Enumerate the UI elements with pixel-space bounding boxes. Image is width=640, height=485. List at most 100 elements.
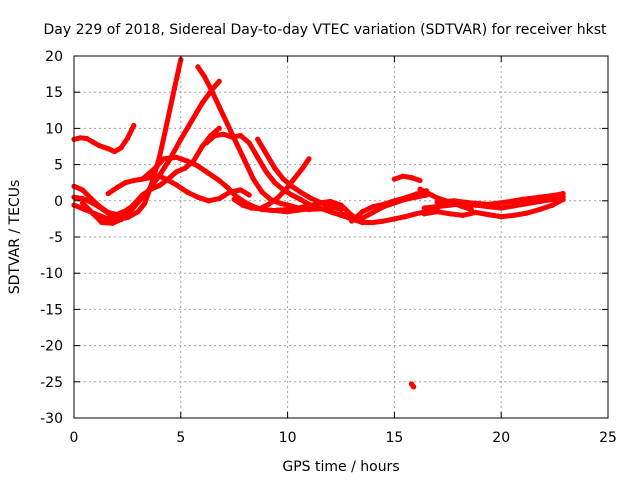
data-point	[248, 205, 254, 211]
data-point	[233, 140, 239, 146]
data-point	[225, 122, 231, 128]
data-point	[421, 211, 427, 217]
data-point	[240, 202, 246, 208]
data-point	[265, 201, 271, 208]
data-point	[391, 216, 397, 222]
data-point	[99, 219, 105, 226]
data-point	[105, 146, 111, 152]
x-tick-label: 15	[385, 430, 403, 446]
data-point	[306, 194, 312, 200]
data-point	[447, 211, 453, 217]
data-point	[434, 203, 440, 210]
data-point	[90, 211, 96, 217]
data-point	[139, 176, 145, 182]
data-point	[381, 218, 387, 224]
data-point	[421, 205, 427, 211]
data-point	[216, 78, 222, 84]
data-point	[391, 176, 397, 182]
data-point	[370, 209, 376, 215]
data-point	[411, 384, 417, 390]
series-arc-6	[105, 173, 252, 204]
data-point	[163, 125, 169, 131]
data-point	[381, 201, 387, 208]
data-point	[297, 196, 304, 202]
x-tick-label: 5	[176, 430, 185, 446]
data-point	[156, 173, 163, 179]
data-point	[272, 180, 278, 186]
data-point	[267, 207, 274, 213]
data-point	[447, 202, 453, 208]
data-point	[417, 177, 423, 184]
data-point	[135, 199, 141, 205]
data-point	[524, 210, 530, 216]
data-point	[370, 219, 376, 226]
data-point	[216, 177, 222, 184]
data-point	[203, 140, 210, 146]
data-point	[195, 163, 201, 169]
data-point	[84, 135, 90, 142]
data-point	[560, 190, 566, 197]
data-point	[502, 199, 509, 205]
ticks: 0 5 10 15 20 25 -30 -25 -20 -15 -10 -5 0 5 10 15 20	[40, 49, 617, 446]
x-tick-label: 25	[599, 430, 617, 446]
data-point	[208, 85, 214, 92]
data-point	[195, 64, 201, 70]
data-point	[238, 187, 244, 193]
y-tick-label: -15	[40, 302, 63, 318]
data-point	[434, 209, 440, 215]
data-point	[195, 194, 201, 200]
data-point	[511, 203, 517, 209]
data-point	[242, 158, 248, 164]
data-point	[370, 203, 376, 210]
data-point	[152, 165, 158, 171]
data-point	[122, 180, 128, 186]
data-point	[282, 187, 289, 193]
data-point	[124, 135, 130, 142]
x-tick-label: 10	[279, 430, 297, 446]
data-point	[359, 219, 365, 226]
data-point	[114, 185, 120, 191]
data-point	[413, 211, 419, 217]
data-point	[126, 209, 133, 215]
data-point	[327, 203, 333, 210]
data-point	[537, 206, 543, 213]
y-tick-label: 10	[45, 121, 63, 137]
data-point	[299, 165, 306, 171]
data-point	[229, 134, 235, 140]
data-point	[231, 196, 237, 202]
chart-title: Day 229 of 2018, Sidereal Day-to-day VTE…	[44, 22, 607, 38]
data-point	[216, 125, 222, 131]
data-point	[402, 214, 408, 220]
y-tick-label: -10	[40, 266, 63, 282]
grid	[74, 56, 608, 418]
data-point	[255, 154, 261, 160]
data-point	[285, 206, 291, 213]
data-point	[161, 156, 167, 162]
data-point	[434, 199, 440, 205]
y-tick-label: 15	[45, 85, 63, 101]
data-point	[451, 198, 457, 204]
data-point	[216, 196, 222, 202]
x-tick-label: 20	[492, 430, 510, 446]
data-point	[79, 187, 86, 193]
y-tick-label: -30	[40, 411, 63, 427]
data-point	[498, 214, 504, 220]
data-point	[205, 170, 212, 176]
data-point	[259, 189, 265, 195]
data-point	[338, 211, 344, 217]
data-point	[317, 205, 323, 211]
data-point	[163, 176, 169, 182]
data-point	[118, 217, 124, 223]
data-point	[276, 200, 282, 206]
data-point	[274, 207, 280, 213]
data-point	[537, 194, 543, 200]
data-point	[338, 202, 344, 208]
data-point	[257, 206, 263, 212]
data-point	[199, 143, 205, 150]
data-point	[205, 198, 212, 204]
data-point	[511, 212, 517, 218]
data-point	[178, 136, 184, 142]
data-point	[148, 175, 154, 181]
data-point	[250, 176, 257, 182]
